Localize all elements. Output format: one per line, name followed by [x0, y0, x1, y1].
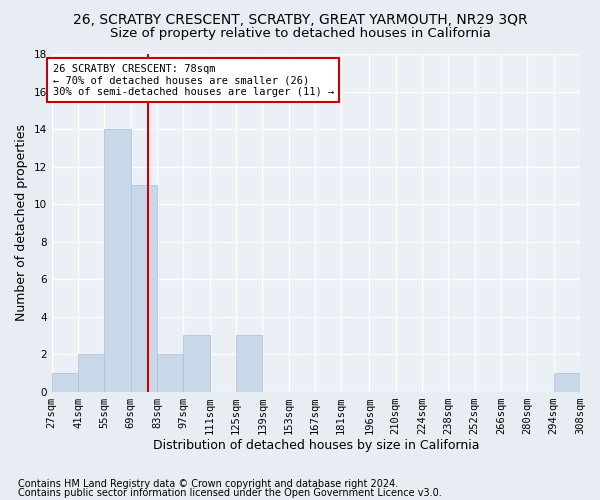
Text: Contains HM Land Registry data © Crown copyright and database right 2024.: Contains HM Land Registry data © Crown c… [18, 479, 398, 489]
Bar [157, 354, 183, 392]
Text: 26, SCRATBY CRESCENT, SCRATBY, GREAT YARMOUTH, NR29 3QR: 26, SCRATBY CRESCENT, SCRATBY, GREAT YAR… [73, 12, 527, 26]
Bar [131, 186, 157, 392]
Text: Contains public sector information licensed under the Open Government Licence v3: Contains public sector information licen… [18, 488, 442, 498]
Bar [78, 354, 104, 392]
Text: Size of property relative to detached houses in California: Size of property relative to detached ho… [110, 28, 490, 40]
Text: 26 SCRATBY CRESCENT: 78sqm
← 70% of detached houses are smaller (26)
30% of semi: 26 SCRATBY CRESCENT: 78sqm ← 70% of deta… [53, 64, 334, 97]
Bar [236, 336, 262, 392]
X-axis label: Distribution of detached houses by size in California: Distribution of detached houses by size … [152, 440, 479, 452]
Bar [52, 373, 78, 392]
Bar [183, 336, 209, 392]
Bar [104, 129, 131, 392]
Y-axis label: Number of detached properties: Number of detached properties [15, 124, 28, 322]
Bar [554, 373, 580, 392]
